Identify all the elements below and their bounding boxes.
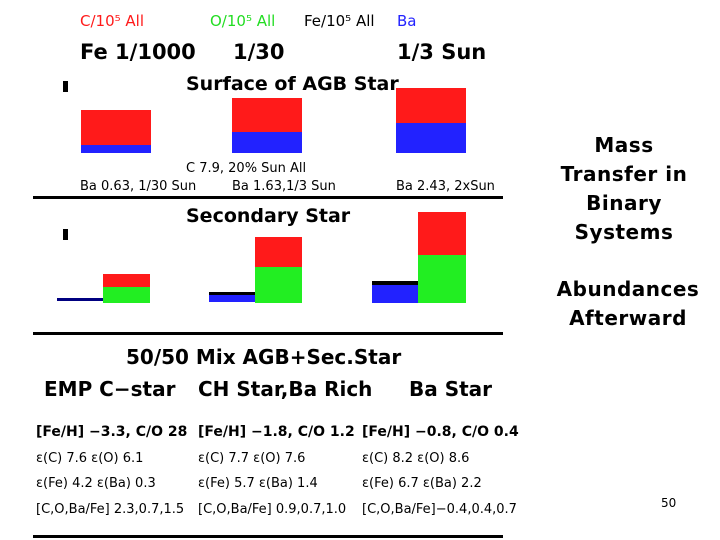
- agb-ba-2: Ba 1.63,1/3 Sun: [232, 179, 336, 194]
- side-subtitle-line: Abundances: [556, 277, 700, 301]
- agb-ba-1: Ba 0.63, 1/30 Sun: [80, 179, 197, 194]
- legend-o: O/10⁵ All: [210, 12, 276, 30]
- section3-title: 50/50 Mix AGB+Sec.Star: [126, 345, 402, 369]
- feh-2: [Fe/H] −1.8, C/O 1.2: [198, 424, 355, 440]
- sec-bar-o-3: [418, 255, 466, 303]
- legend-fe: Fe/10⁵ All: [304, 12, 375, 30]
- side-subtitle-line: Afterward: [569, 306, 687, 330]
- divider-2: [33, 332, 503, 335]
- agb-ba-3: Ba 2.43, 2xSun: [396, 179, 495, 194]
- sec-bar-ba-3: [372, 285, 418, 303]
- divider-3: [33, 535, 503, 538]
- fe-label-3: 1/3 Sun: [397, 40, 487, 64]
- sec-bar-o-1: [103, 287, 150, 303]
- fe-label-1: Fe 1/1000: [80, 40, 196, 64]
- side-title: Mass Transfer in Binary Systems: [546, 131, 702, 247]
- side-title-line: Mass: [594, 133, 654, 157]
- agb-bar-c-1: [81, 110, 151, 145]
- eps-co-3: ε(C) 8.2 ε(O) 8.6: [362, 451, 470, 466]
- ratio-1: [C,O,Ba/Fe] 2.3,0.7,1.5: [36, 502, 185, 517]
- agb-bar-ba-1: [81, 145, 151, 153]
- sec-bar-ba-2: [209, 295, 255, 302]
- divider-1: [33, 196, 503, 199]
- agb-bar-ba-2: [232, 132, 302, 153]
- agb-bar-ba-3: [396, 123, 466, 153]
- sec-bar-fe-3: [372, 281, 418, 285]
- sec-bar-c-1: [103, 274, 150, 287]
- feh-1: [Fe/H] −3.3, C/O 28: [36, 424, 188, 440]
- eps-feba-1: ε(Fe) 4.2 ε(Ba) 0.3: [36, 476, 156, 491]
- section-marker: [63, 229, 68, 240]
- sec-bar-feba-1: [57, 298, 103, 301]
- side-subtitle: Abundances Afterward: [544, 275, 712, 333]
- fe-label-2: 1/30: [233, 40, 285, 64]
- star-type-1: EMP C−star: [44, 377, 176, 401]
- agb-c-note: C 7.9, 20% Sun All: [186, 161, 307, 176]
- ratio-2: [C,O,Ba/Fe] 0.9,0.7,1.0: [198, 502, 347, 517]
- agb-bar-c-2: [232, 98, 302, 132]
- legend-ba: Ba: [397, 12, 417, 30]
- legend-c: C/10⁵ All: [80, 12, 144, 30]
- eps-co-2: ε(C) 7.7 ε(O) 7.6: [198, 451, 306, 466]
- eps-feba-2: ε(Fe) 5.7 ε(Ba) 1.4: [198, 476, 318, 491]
- sec-bar-fe-2: [209, 292, 255, 295]
- feh-3: [Fe/H] −0.8, C/O 0.4: [362, 424, 519, 440]
- ratio-3: [C,O,Ba/Fe]−0.4,0.4,0.7: [362, 502, 517, 517]
- section1-title: Surface of AGB Star: [186, 73, 399, 95]
- eps-co-1: ε(C) 7.6 ε(O) 6.1: [36, 451, 144, 466]
- side-title-line: Systems: [574, 220, 674, 244]
- sec-bar-o-2: [255, 267, 302, 303]
- section2-title: Secondary Star: [186, 205, 351, 227]
- eps-feba-3: ε(Fe) 6.7 ε(Ba) 2.2: [362, 476, 482, 491]
- section-marker: [63, 81, 68, 92]
- star-type-3: Ba Star: [409, 377, 493, 401]
- agb-bar-c-3: [396, 88, 466, 123]
- side-title-line: Transfer in: [560, 162, 688, 186]
- side-title-line: Binary: [586, 191, 662, 215]
- sec-bar-c-2: [255, 237, 302, 267]
- page-number: 50: [661, 496, 677, 510]
- star-type-2: CH Star,Ba Rich: [198, 377, 373, 401]
- sec-bar-c-3: [418, 212, 466, 255]
